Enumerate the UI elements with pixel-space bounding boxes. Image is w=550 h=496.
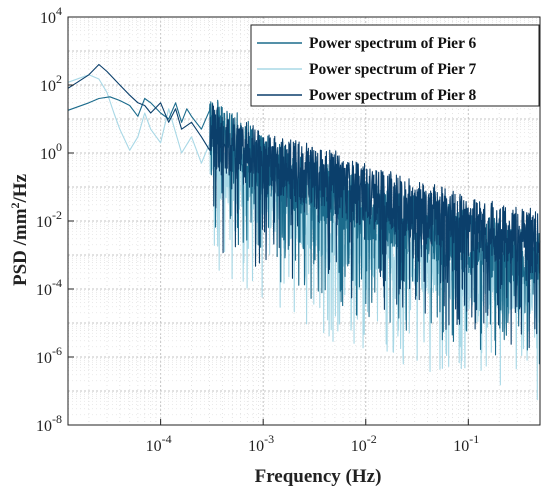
legend: Power spectrum of Pier 6 Power spectrum o…	[250, 24, 540, 107]
plot-lines	[67, 63, 541, 401]
y-tick-label: 10-8	[36, 412, 62, 435]
x-tick-label: 10-4	[146, 432, 172, 455]
legend-label: Power spectrum of Pier 8	[309, 87, 477, 104]
legend-label: Power spectrum of Pier 7	[309, 61, 477, 78]
y-tick-label: 10-2	[36, 208, 62, 231]
legend-label: Power spectrum of Pier 6	[309, 35, 477, 52]
x-tick-label: 10-3	[248, 432, 274, 455]
legend-box	[250, 24, 540, 107]
y-axis-title: PSD /mm2/Hz	[8, 173, 31, 286]
series-line-8	[67, 63, 541, 349]
y-tick-label: 10-4	[36, 276, 62, 299]
ticks: 10-4 10-3 10-2 10-1 10-8 10-6 10-4 10-2 100 102 10…	[36, 4, 479, 455]
y-tick-label: 102	[40, 72, 62, 95]
x-tick-label: 10-2	[351, 432, 377, 455]
y-tick-label: 10-6	[36, 344, 62, 367]
y-tick-label: 100	[40, 140, 62, 163]
y-tick-label: 104	[40, 4, 62, 27]
x-axis-title: Frequency (Hz)	[255, 466, 382, 487]
x-tick-label: 10-1	[453, 432, 479, 455]
